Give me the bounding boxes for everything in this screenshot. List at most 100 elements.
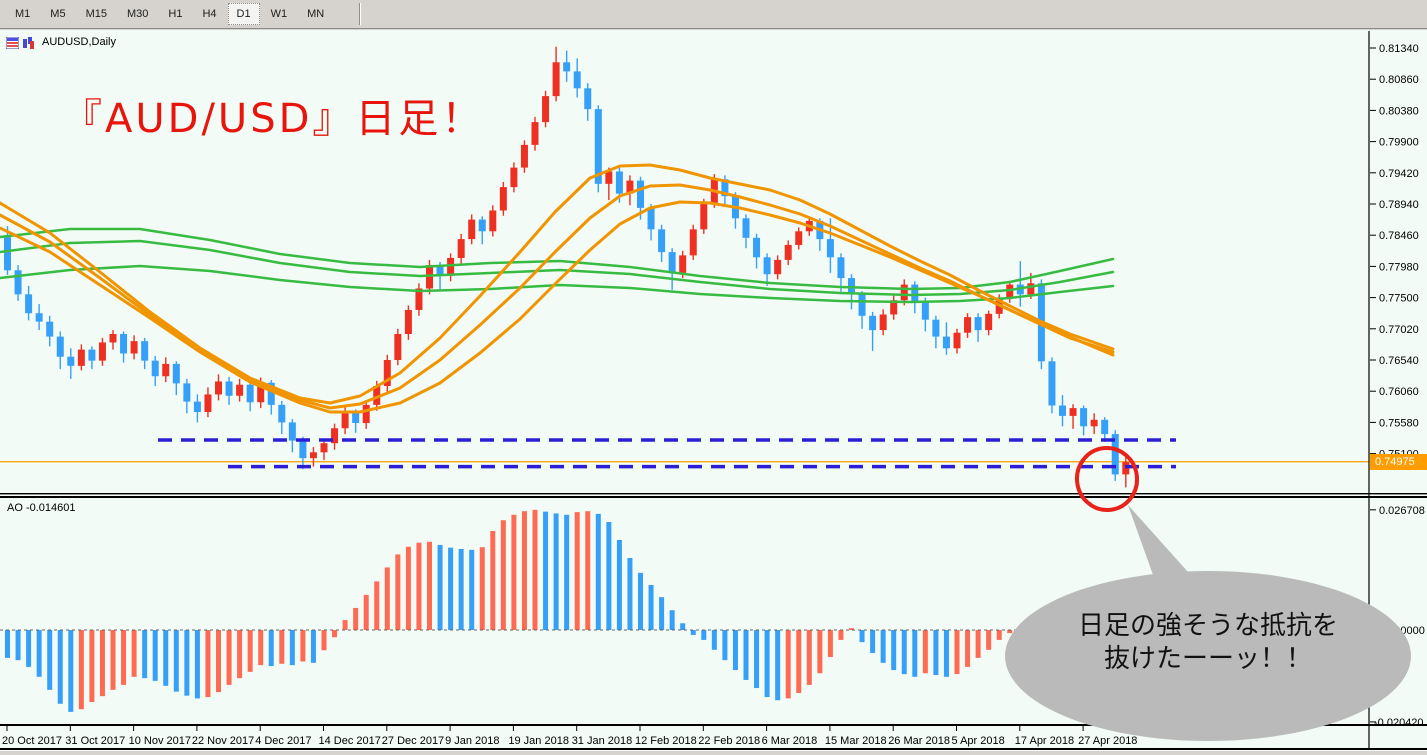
candle-body (383, 360, 391, 386)
ao-bar (458, 549, 464, 630)
date-tick-label: 19 Jan 2018 (508, 735, 569, 747)
current-price-tag: 0.74975 (1370, 453, 1427, 470)
ao-bar (89, 630, 95, 702)
annotation-title: 『AUD/USD』日足！ (62, 96, 485, 142)
candle-body (67, 356, 75, 366)
ao-bar (891, 630, 897, 671)
candle-body (1090, 419, 1098, 427)
candle-body (478, 219, 486, 232)
candle-body (14, 270, 22, 295)
price-tick-label: 0.77020 (1379, 324, 1419, 336)
date-tick-label: 20 Oct 2017 (2, 735, 62, 747)
candle-body (911, 284, 919, 302)
breakout-circle (1074, 446, 1140, 512)
candle-body (563, 62, 571, 72)
date-tick-label: 14 Dec 2017 (319, 735, 381, 747)
ao-bar (405, 546, 411, 630)
ao-bar (996, 630, 1002, 640)
candle-body (46, 321, 54, 337)
candle-body (510, 167, 518, 188)
ao-bar (659, 597, 665, 630)
ao-bar (395, 554, 401, 630)
candle-body (109, 334, 117, 343)
candle-body (1027, 283, 1035, 295)
speech-bubble-line1: 日足の強そうな抵抗を (1077, 611, 1338, 641)
candle-body (25, 294, 33, 314)
ao-bar (975, 630, 981, 658)
ao-bar (26, 630, 32, 667)
ao-bar (965, 630, 971, 667)
ao-bar (754, 630, 760, 689)
timeframe-button-h4[interactable]: H4 (202, 8, 217, 20)
ao-bar (521, 511, 527, 630)
candle-body (309, 452, 317, 459)
candle-body (278, 404, 286, 423)
candle-body (879, 314, 887, 331)
timeframe-button-m1[interactable]: M1 (15, 8, 31, 20)
ao-bar (764, 630, 770, 698)
candle-body (204, 394, 212, 412)
ao-bar (775, 630, 781, 701)
ao-bar (743, 630, 749, 680)
ao-bar (384, 567, 390, 630)
candle-body (626, 180, 634, 194)
ao-bar (332, 630, 338, 638)
date-tick-label: 6 Mar 2018 (762, 735, 818, 747)
timeframe-button-h1[interactable]: H1 (168, 8, 183, 20)
ao-tick-label: 0.026708 (1379, 505, 1425, 517)
candle-body (637, 180, 644, 208)
candle-body (56, 336, 64, 357)
ao-bar (5, 630, 10, 658)
price-axis: 0.81340 0.80860 0.80380 0.79900 0.79420 0.789… (1370, 43, 1419, 461)
ao-bar (500, 520, 506, 630)
date-tick-label: 17 Apr 2018 (1015, 735, 1074, 747)
candle-body (415, 288, 423, 310)
timeframe-button-m15[interactable]: M15 (85, 8, 107, 20)
date-tick-label: 27 Apr 2018 (1078, 735, 1137, 747)
candle-body (88, 349, 96, 361)
candle-body (1101, 419, 1109, 435)
timeframe-buttons: M1 M5 M15 M30 H1 H4 D1 W1 MN (6, 3, 335, 25)
candle-body (985, 313, 993, 331)
candle-body (531, 122, 539, 145)
candle-body (468, 219, 476, 240)
candlestick-icon (22, 36, 35, 49)
candle-body (552, 62, 560, 97)
candle-body (447, 257, 455, 276)
ao-bar (732, 630, 738, 671)
ao-bar (532, 509, 538, 630)
candle-body (837, 257, 845, 279)
date-tick-label: 26 Mar 2018 (888, 735, 950, 747)
ao-bar (490, 531, 496, 630)
candle-body (615, 171, 623, 194)
timeframe-button-w1[interactable]: W1 (270, 8, 288, 20)
ao-bar (880, 630, 886, 663)
candle-body (130, 341, 138, 354)
candle-body (77, 349, 85, 366)
ma-slow-1 (0, 239, 1115, 297)
ao-bar (838, 630, 844, 640)
ao-bar (806, 630, 812, 685)
ao-bar (258, 630, 264, 666)
timeframe-button-d1[interactable]: D1 (227, 3, 260, 25)
candle-body (457, 239, 465, 258)
candle-body (4, 237, 11, 271)
candle-body (594, 109, 602, 184)
ao-bar (131, 630, 137, 677)
ao-bar (616, 540, 622, 630)
price-tick-label: 0.78460 (1379, 230, 1419, 242)
ao-bar (564, 514, 570, 630)
candle-body (1048, 361, 1056, 406)
ao-bar (416, 542, 422, 630)
timeframe-button-m30[interactable]: M30 (126, 8, 149, 20)
ao-bar (627, 558, 633, 630)
candle-body (120, 334, 128, 354)
ao-bar (310, 630, 316, 663)
candle-body (721, 179, 729, 197)
ao-indicator-label: AO -0.014601 (7, 502, 76, 514)
candle-body (542, 96, 550, 123)
ao-bar (321, 630, 327, 651)
timeframe-button-mn[interactable]: MN (307, 8, 325, 20)
timeframe-button-m5[interactable]: M5 (50, 8, 66, 20)
